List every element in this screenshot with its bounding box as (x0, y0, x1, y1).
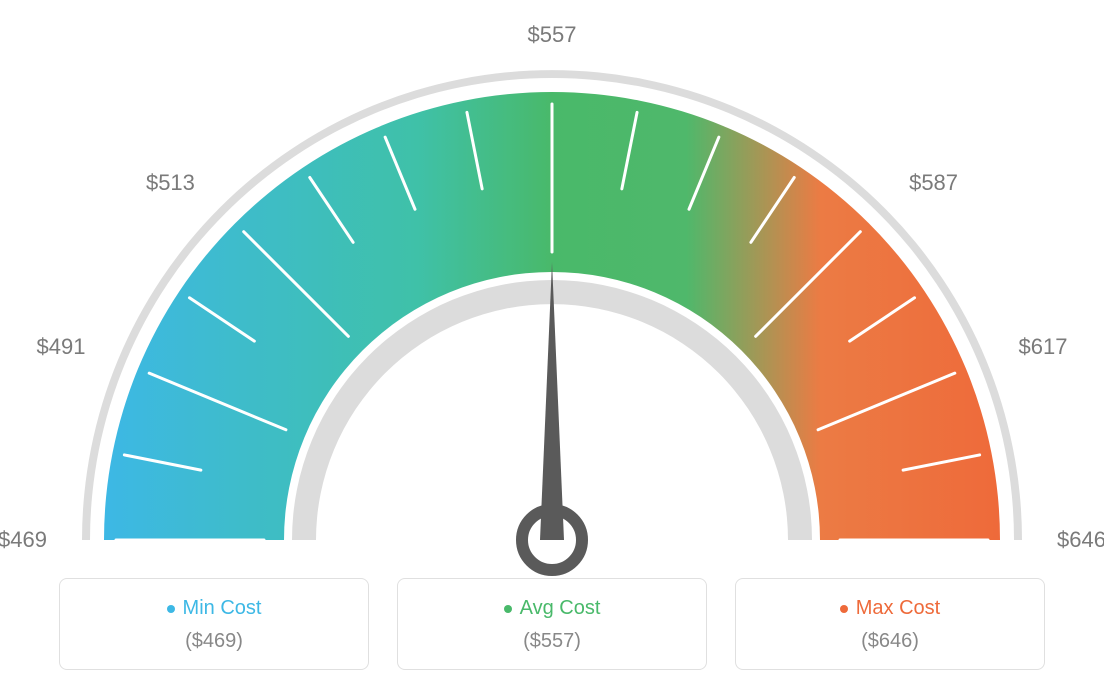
arc-label: $617 (1019, 334, 1068, 360)
legend-value-min: ($469) (70, 630, 358, 653)
cost-gauge: $469$491$513$557$587$617$646 (52, 20, 1052, 580)
legend-card-avg: Avg Cost ($557) (397, 578, 707, 670)
arc-label: $587 (909, 170, 958, 196)
legend-value-avg: ($557) (408, 630, 696, 653)
arc-label: $513 (146, 170, 195, 196)
gauge-svg (52, 20, 1052, 580)
legend-card-max: Max Cost ($646) (735, 578, 1045, 670)
legend-title-min: Min Cost (167, 597, 262, 620)
legend-title-min-text: Min Cost (183, 597, 262, 620)
legend-title-max: Max Cost (840, 597, 940, 620)
arc-label: $491 (36, 334, 85, 360)
legend-title-avg: Avg Cost (504, 597, 601, 620)
arc-label: $469 (0, 527, 47, 553)
legend-title-avg-text: Avg Cost (520, 597, 601, 620)
legend-title-max-text: Max Cost (856, 597, 940, 620)
arc-label: $646 (1057, 527, 1104, 553)
legend-card-min: Min Cost ($469) (59, 578, 369, 670)
dot-max (840, 605, 848, 613)
dot-min (167, 605, 175, 613)
legend-row: Min Cost ($469) Avg Cost ($557) Max Cost… (59, 578, 1045, 670)
legend-value-max: ($646) (746, 630, 1034, 653)
dot-avg (504, 605, 512, 613)
arc-label: $557 (528, 22, 577, 48)
